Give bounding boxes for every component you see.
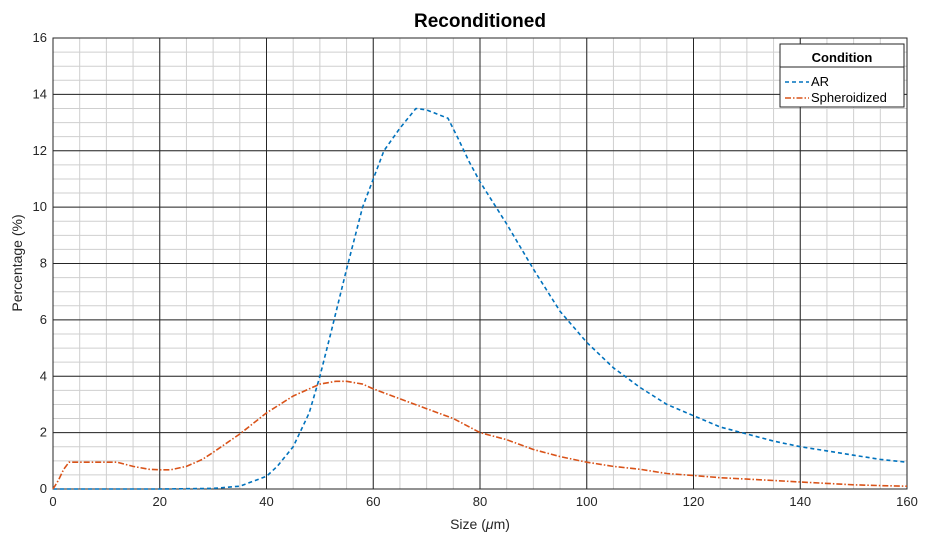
y-axis-label: Percentage (%) bbox=[9, 214, 25, 311]
x-tick-label: 80 bbox=[473, 494, 487, 509]
x-tick-label: 120 bbox=[683, 494, 705, 509]
x-axis-label-suffix: m) bbox=[494, 516, 510, 532]
x-tick-labels: 0 20 40 60 80 100 120 140 160 bbox=[49, 494, 917, 509]
x-axis-label-mu: μ bbox=[485, 516, 494, 532]
y-tick-label: 10 bbox=[33, 199, 47, 214]
x-tick-label: 0 bbox=[49, 494, 56, 509]
y-tick-labels: 0 2 4 6 8 10 12 14 16 bbox=[33, 30, 47, 496]
legend: Condition AR Spheroidized bbox=[779, 43, 905, 108]
x-tick-label: 100 bbox=[576, 494, 598, 509]
y-tick-label: 2 bbox=[40, 425, 47, 440]
y-tick-label: 8 bbox=[40, 256, 47, 271]
series-line-ar bbox=[53, 107, 908, 490]
legend-label-spheroidized: Spheroidized bbox=[811, 90, 887, 105]
y-tick-label: 6 bbox=[40, 312, 47, 327]
series-layer bbox=[52, 107, 908, 490]
plot-frame bbox=[52, 37, 908, 490]
x-tick-label: 40 bbox=[259, 494, 273, 509]
chart-title: Reconditioned bbox=[414, 11, 546, 32]
x-tick-label: 140 bbox=[789, 494, 811, 509]
x-tick-label: 60 bbox=[366, 494, 380, 509]
x-axis-label: Size (μm) bbox=[450, 516, 510, 532]
legend-title: Condition bbox=[812, 50, 873, 65]
y-tick-label: 4 bbox=[40, 368, 47, 383]
y-tick-label: 14 bbox=[33, 86, 47, 101]
x-tick-label: 160 bbox=[896, 494, 918, 509]
y-tick-label: 0 bbox=[40, 481, 47, 496]
y-tick-label: 12 bbox=[33, 143, 47, 158]
major-grid bbox=[52, 37, 908, 490]
x-axis-label-prefix: Size ( bbox=[450, 516, 486, 532]
series-line-spheroidized bbox=[52, 380, 908, 490]
x-tick-label: 20 bbox=[153, 494, 167, 509]
y-tick-label: 16 bbox=[33, 30, 47, 45]
legend-box bbox=[779, 43, 905, 108]
legend-label-ar: AR bbox=[811, 74, 829, 89]
